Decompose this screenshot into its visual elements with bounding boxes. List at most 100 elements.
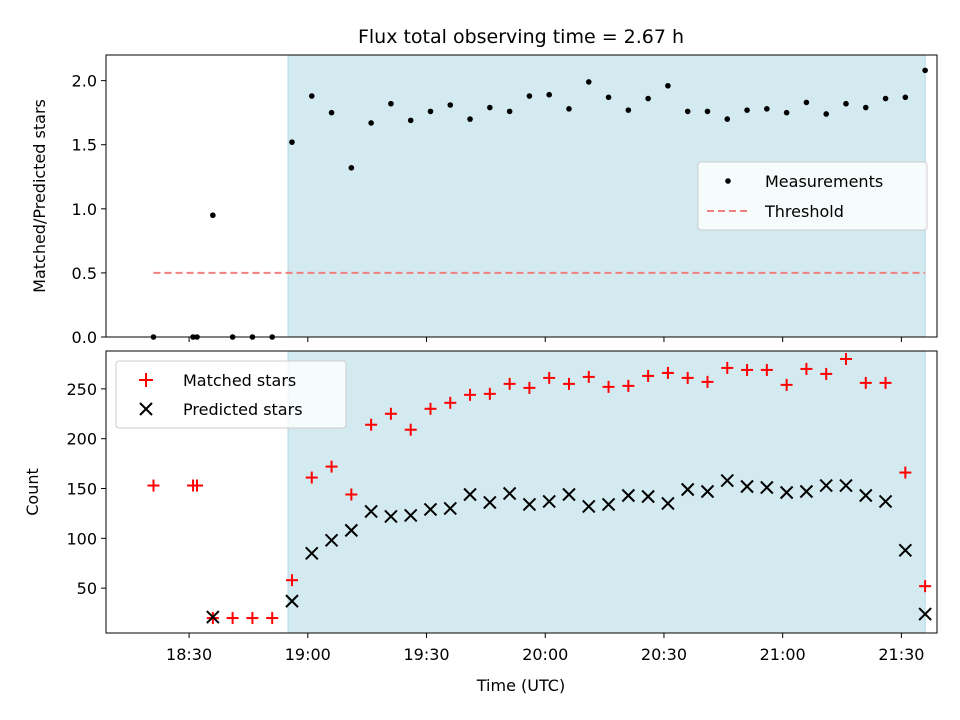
predicted-stars-point <box>502 486 517 501</box>
measurements-point <box>684 108 691 115</box>
x-tick-label: 21:30 <box>878 645 924 664</box>
measurements-point <box>783 109 790 116</box>
predicted-stars-point <box>344 523 359 538</box>
measurements-point <box>388 100 394 107</box>
predicted-stars-point <box>918 607 932 621</box>
measurements-point <box>625 107 632 113</box>
predicted-stars-point <box>562 487 576 502</box>
matched-stars-point <box>483 387 496 400</box>
matched-stars-point <box>741 363 754 376</box>
matched-stars-point <box>661 366 674 379</box>
matched-stars-point <box>226 612 239 625</box>
matched-stars-point <box>919 580 932 593</box>
matched-stars-point <box>285 574 298 587</box>
predicted-stars-point <box>285 594 299 608</box>
matched-stars-point <box>246 612 259 625</box>
measurements-point <box>289 139 295 145</box>
matched-stars-point <box>444 396 457 409</box>
matched-stars-point <box>879 376 892 389</box>
measurements-point <box>308 93 315 99</box>
count-y-tick-label: 150 <box>66 480 97 499</box>
predicted-stars-point <box>423 502 438 517</box>
measurements-point <box>328 109 335 116</box>
count-y-tick-label: 100 <box>66 529 97 548</box>
legend-marker-matched <box>139 373 153 387</box>
count-panel-frame <box>105 350 938 634</box>
matched-stars-point <box>543 371 556 384</box>
matched-stars-point <box>622 379 635 392</box>
measurements-point <box>803 99 810 106</box>
predicted-stars-point <box>324 533 339 548</box>
matched-stars-point <box>365 418 378 431</box>
count-legend-box <box>115 360 347 429</box>
matched-stars-point <box>780 378 793 391</box>
measurements-point <box>467 116 473 122</box>
x-tick-label: 21:00 <box>760 645 806 664</box>
matched-stars-point <box>305 471 318 484</box>
predicted-stars-point <box>542 494 556 509</box>
predicted-stars-point <box>898 543 913 558</box>
measurements-point <box>585 79 592 85</box>
predicted-stars-point <box>364 504 378 519</box>
predicted-stars-point <box>661 496 675 511</box>
matched-stars-point <box>503 377 516 390</box>
predicted-stars-point <box>601 497 616 512</box>
matched-stars-point <box>800 362 813 375</box>
measurements-point <box>427 108 434 115</box>
measurements-point <box>546 91 552 98</box>
measurements-point <box>348 165 355 171</box>
x-tick-label: 20:30 <box>641 645 687 664</box>
count-panel: 50 100 150 200 250 18:30 19:00 19:30 20:00 20:30… <box>23 350 938 695</box>
predicted-stars-point <box>878 494 893 509</box>
measurements-point <box>744 107 750 113</box>
predicted-stars-point <box>206 610 220 624</box>
measurements-point <box>724 116 731 122</box>
measurements-point <box>487 104 493 111</box>
matched-stars-point <box>899 466 912 479</box>
x-tick-label: 18:30 <box>166 645 212 664</box>
measurements-point <box>843 100 849 107</box>
ratio-y-tick-label: 0.5 <box>72 264 97 283</box>
measurements-point <box>526 93 533 99</box>
legend-marker-measurements <box>725 178 731 184</box>
predicted-stars-point <box>819 478 833 493</box>
ratio-panel-y-label: Matched/Predicted stars <box>30 99 49 293</box>
measurements-point <box>862 104 869 111</box>
count-y-tick-label: 250 <box>66 380 97 399</box>
matched-stars-point <box>839 352 852 365</box>
matched-stars-point <box>721 361 734 374</box>
count-y-tick-label: 200 <box>66 430 97 449</box>
matched-stars-point <box>345 488 358 501</box>
matched-stars-point <box>562 377 575 390</box>
ratio-panel-frame <box>105 54 938 338</box>
measurements-point <box>210 212 216 219</box>
count-y-tick-label: 50 <box>77 579 97 598</box>
measurements-point <box>368 120 374 126</box>
legend-label-matched: Matched stars <box>183 371 296 390</box>
legend-label-threshold: Threshold <box>764 202 844 221</box>
measurements-point <box>764 106 770 112</box>
predicted-stars-point <box>859 488 873 503</box>
ratio-y-tick-label: 2.0 <box>72 72 97 91</box>
predicted-stars-point <box>779 485 794 500</box>
predicted-stars-point <box>582 499 596 514</box>
count-legend: Matched stars Predicted stars <box>115 360 347 429</box>
matched-stars-point <box>760 363 773 376</box>
matched-stars-point <box>424 402 437 415</box>
predicted-stars-point <box>700 484 715 499</box>
predicted-stars-point <box>720 473 734 488</box>
matched-stars-point <box>266 612 279 625</box>
measurements-point <box>882 95 889 102</box>
ratio-panel: 0.00.51.01.52.0 Matched/Predicted stars … <box>30 54 938 347</box>
predicted-stars-point <box>483 495 497 510</box>
count-panel-y-label: Count <box>23 468 42 516</box>
predicted-stars-point <box>621 488 636 503</box>
matched-stars-point <box>404 423 417 436</box>
x-tick-label: 19:30 <box>403 645 449 664</box>
matched-stars-point <box>384 407 397 420</box>
predicted-stars-point <box>443 501 457 516</box>
chart-title: Flux total observing time = 2.67 h <box>358 26 684 48</box>
legend-label-measurements: Measurements <box>765 172 883 191</box>
predicted-stars-point <box>403 508 418 523</box>
